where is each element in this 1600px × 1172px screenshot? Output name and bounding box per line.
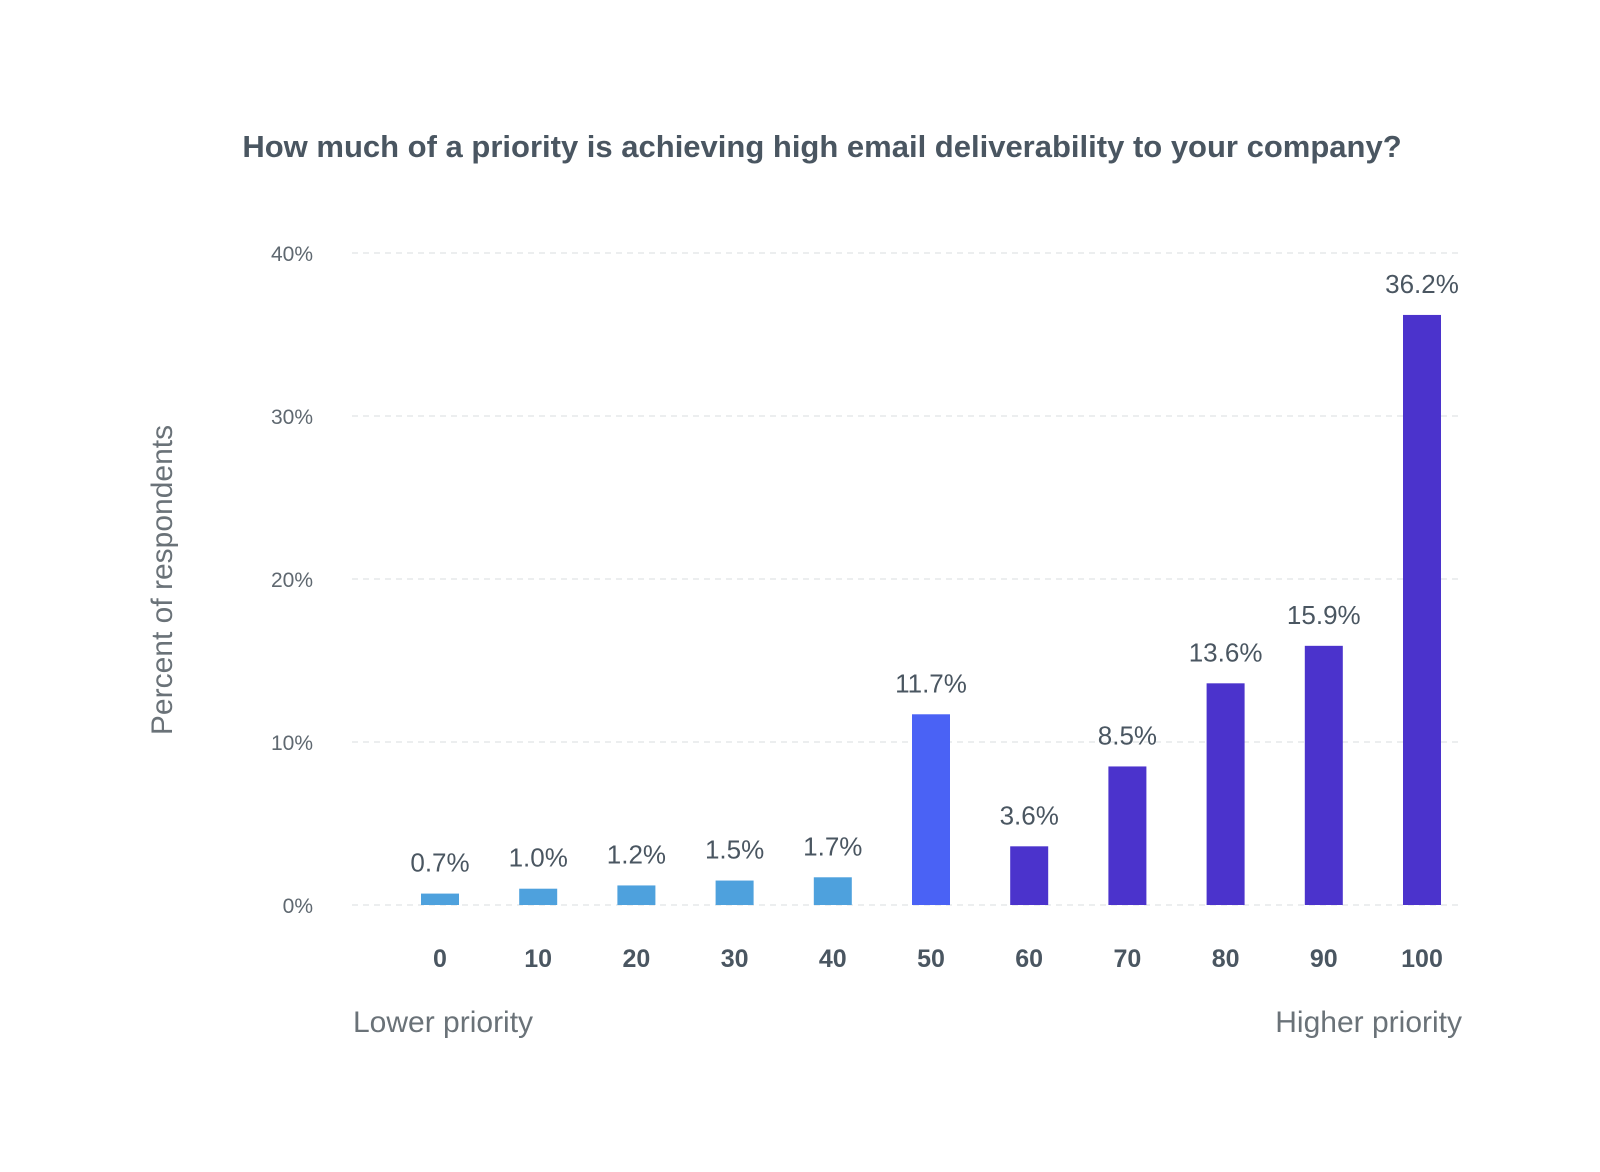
x-tick-label-10: 10 (524, 945, 552, 973)
y-tick-label: 10% (271, 732, 313, 755)
y-tick-label: 40% (271, 243, 313, 266)
bar-10 (519, 888, 558, 905)
x-tick-label-100: 100 (1401, 945, 1443, 973)
y-tick-label: 20% (271, 569, 313, 592)
data-label-60: 3.6% (1000, 800, 1059, 830)
gridlines (352, 252, 1462, 906)
x-axis-label-left: Lower priority (353, 1006, 533, 1039)
x-tick-label-30: 30 (721, 945, 749, 973)
data-labels: 0.7% 1.0% 1.2% 1.5% 1.7% 11.7% 3.6% 8.5% 13.6% 15… (410, 269, 1459, 878)
y-axis-ticks: 0% 10% 20% 30% 40% (271, 243, 313, 918)
x-axis-label-right: Higher priority (1275, 1006, 1462, 1039)
y-tick-label: 0% (283, 895, 313, 918)
data-label-40: 1.7% (803, 831, 862, 861)
data-label-100: 36.2% (1385, 269, 1459, 299)
data-label-90: 15.9% (1287, 600, 1361, 630)
x-tick-label-80: 80 (1212, 945, 1240, 973)
bar-50 (912, 714, 950, 905)
chart-title: How much of a priority is achieving high… (242, 129, 1401, 164)
bar-70 (1108, 766, 1147, 905)
bars (421, 314, 1441, 905)
y-axis-label: Percent of respondents (146, 425, 179, 735)
x-tick-label-60: 60 (1015, 945, 1043, 973)
data-label-20: 1.2% (607, 839, 666, 869)
x-axis-ticks: 0 10 20 30 40 50 60 70 80 90 100 (433, 945, 1443, 973)
x-tick-label-40: 40 (819, 945, 847, 973)
x-tick-label-0: 0 (433, 945, 447, 973)
bar-30 (715, 880, 754, 905)
x-tick-label-20: 20 (622, 945, 650, 973)
data-label-80: 13.6% (1189, 637, 1263, 667)
bar-60 (1010, 846, 1049, 905)
bar-80 (1206, 683, 1245, 905)
x-tick-label-50: 50 (917, 945, 945, 973)
bar-40 (813, 877, 852, 905)
data-label-50: 11.7% (895, 668, 967, 698)
data-label-10: 1.0% (509, 843, 568, 873)
x-tick-label-70: 70 (1113, 945, 1141, 973)
y-tick-label: 30% (271, 406, 313, 429)
bar-90 (1304, 645, 1343, 905)
bar-0 (421, 893, 459, 905)
data-label-0: 0.7% (410, 848, 469, 878)
data-label-30: 1.5% (705, 835, 764, 865)
data-label-70: 8.5% (1098, 720, 1157, 750)
x-tick-label-90: 90 (1310, 945, 1338, 973)
bar-20 (617, 885, 656, 905)
bar-100 (1403, 314, 1441, 905)
